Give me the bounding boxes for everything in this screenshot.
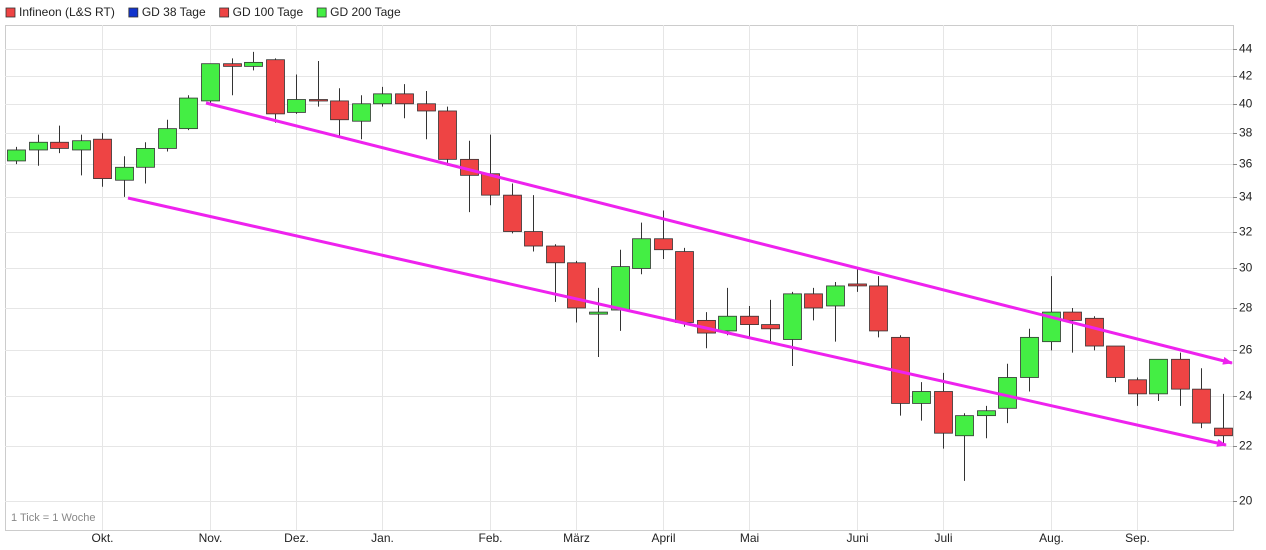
- candle-body: [977, 410, 996, 417]
- candle-body: [287, 99, 306, 113]
- candle-body: [179, 97, 198, 130]
- candle-body: [395, 93, 414, 105]
- legend-label: Infineon (L&S RT): [19, 5, 115, 19]
- trend-channel: [127, 101, 1233, 447]
- y-tick-label: 42: [1239, 69, 1253, 83]
- candle-body: [589, 311, 608, 315]
- y-tick-label: 40: [1239, 97, 1253, 111]
- candle-body: [72, 140, 91, 151]
- legend-swatch: [5, 7, 16, 18]
- x-tick-label: Feb.: [478, 531, 502, 545]
- x-tick-label: Juli: [934, 531, 952, 545]
- x-tick-label: April: [651, 531, 675, 545]
- candle-body: [611, 266, 630, 311]
- legend-swatch: [316, 7, 327, 18]
- candle-body: [524, 231, 543, 247]
- candle-body: [912, 391, 931, 404]
- candle-body: [675, 251, 694, 323]
- candle-body: [546, 245, 565, 264]
- candle-body: [438, 110, 457, 160]
- y-tick-label: 26: [1239, 343, 1253, 357]
- candle-body: [373, 93, 392, 105]
- x-tick-label: März: [563, 531, 590, 545]
- plot-frame: [5, 25, 1234, 531]
- y-tick-label: 22: [1239, 439, 1253, 453]
- candle-body: [761, 324, 780, 330]
- y-tick-label: 30: [1239, 261, 1253, 275]
- candle-body: [93, 138, 112, 179]
- candle-body: [848, 283, 867, 287]
- candle-body: [632, 238, 651, 269]
- candle-body: [1106, 345, 1125, 378]
- trend-line-lower: [127, 196, 1227, 447]
- y-tick-label: 44: [1239, 42, 1253, 56]
- candle-body: [1149, 358, 1168, 395]
- legend-label: GD 200 Tage: [330, 5, 401, 19]
- x-tick-label: Okt.: [91, 531, 113, 545]
- candle-body: [1085, 317, 1104, 347]
- legend-label: GD 100 Tage: [233, 5, 304, 19]
- candle-body: [1171, 358, 1190, 390]
- candle-body: [1020, 336, 1039, 378]
- candle-body: [201, 63, 220, 102]
- candle-body: [998, 377, 1017, 409]
- candle-body: [804, 293, 823, 309]
- candle-body: [115, 166, 134, 181]
- x-tick-label: Juni: [846, 531, 868, 545]
- candle-body: [503, 194, 522, 232]
- candle-body: [1128, 379, 1147, 395]
- x-tick-label: Jan.: [371, 531, 394, 545]
- candle-body: [223, 63, 242, 67]
- candle-body: [1214, 427, 1233, 437]
- y-tick-label: 34: [1239, 190, 1253, 204]
- candle-body: [7, 149, 26, 162]
- legend-label: GD 38 Tage: [142, 5, 206, 19]
- y-tick-label: 32: [1239, 225, 1253, 239]
- legend-swatch: [219, 7, 230, 18]
- candle-body: [718, 315, 737, 332]
- x-tick-label: Nov.: [199, 531, 223, 545]
- y-tick-label: 38: [1239, 126, 1253, 140]
- candle-body: [417, 103, 436, 112]
- candle-body: [934, 391, 953, 434]
- candle-body: [266, 59, 285, 115]
- x-tick-label: Aug.: [1039, 531, 1064, 545]
- candle-body: [330, 100, 349, 121]
- candle-body: [869, 285, 888, 332]
- candle-body: [783, 293, 802, 340]
- candle-body: [826, 285, 845, 307]
- candle-body: [158, 128, 177, 149]
- legend-swatch: [128, 7, 139, 18]
- candle-body: [955, 415, 974, 437]
- candle-body: [50, 141, 69, 149]
- x-tick-label: Dez.: [284, 531, 309, 545]
- candle-body: [1192, 388, 1211, 424]
- candle-body: [740, 315, 759, 325]
- candle-body: [352, 103, 371, 122]
- x-tick-label: Mai: [740, 531, 759, 545]
- candle-body: [1063, 311, 1082, 321]
- y-tick-label: 24: [1239, 389, 1253, 403]
- x-tick-label: Sep.: [1125, 531, 1150, 545]
- annotation: 1 Tick = 1 Woche: [11, 512, 95, 524]
- y-tick-label: 28: [1239, 301, 1253, 315]
- candle-body: [136, 148, 155, 168]
- y-tick-label: 36: [1239, 157, 1253, 171]
- trend-line-upper: [205, 101, 1233, 365]
- candle-body: [309, 99, 328, 102]
- y-tick-label: 20: [1239, 494, 1253, 508]
- candle-body: [29, 141, 48, 151]
- candle-body: [244, 61, 263, 67]
- candle-body: [654, 238, 673, 251]
